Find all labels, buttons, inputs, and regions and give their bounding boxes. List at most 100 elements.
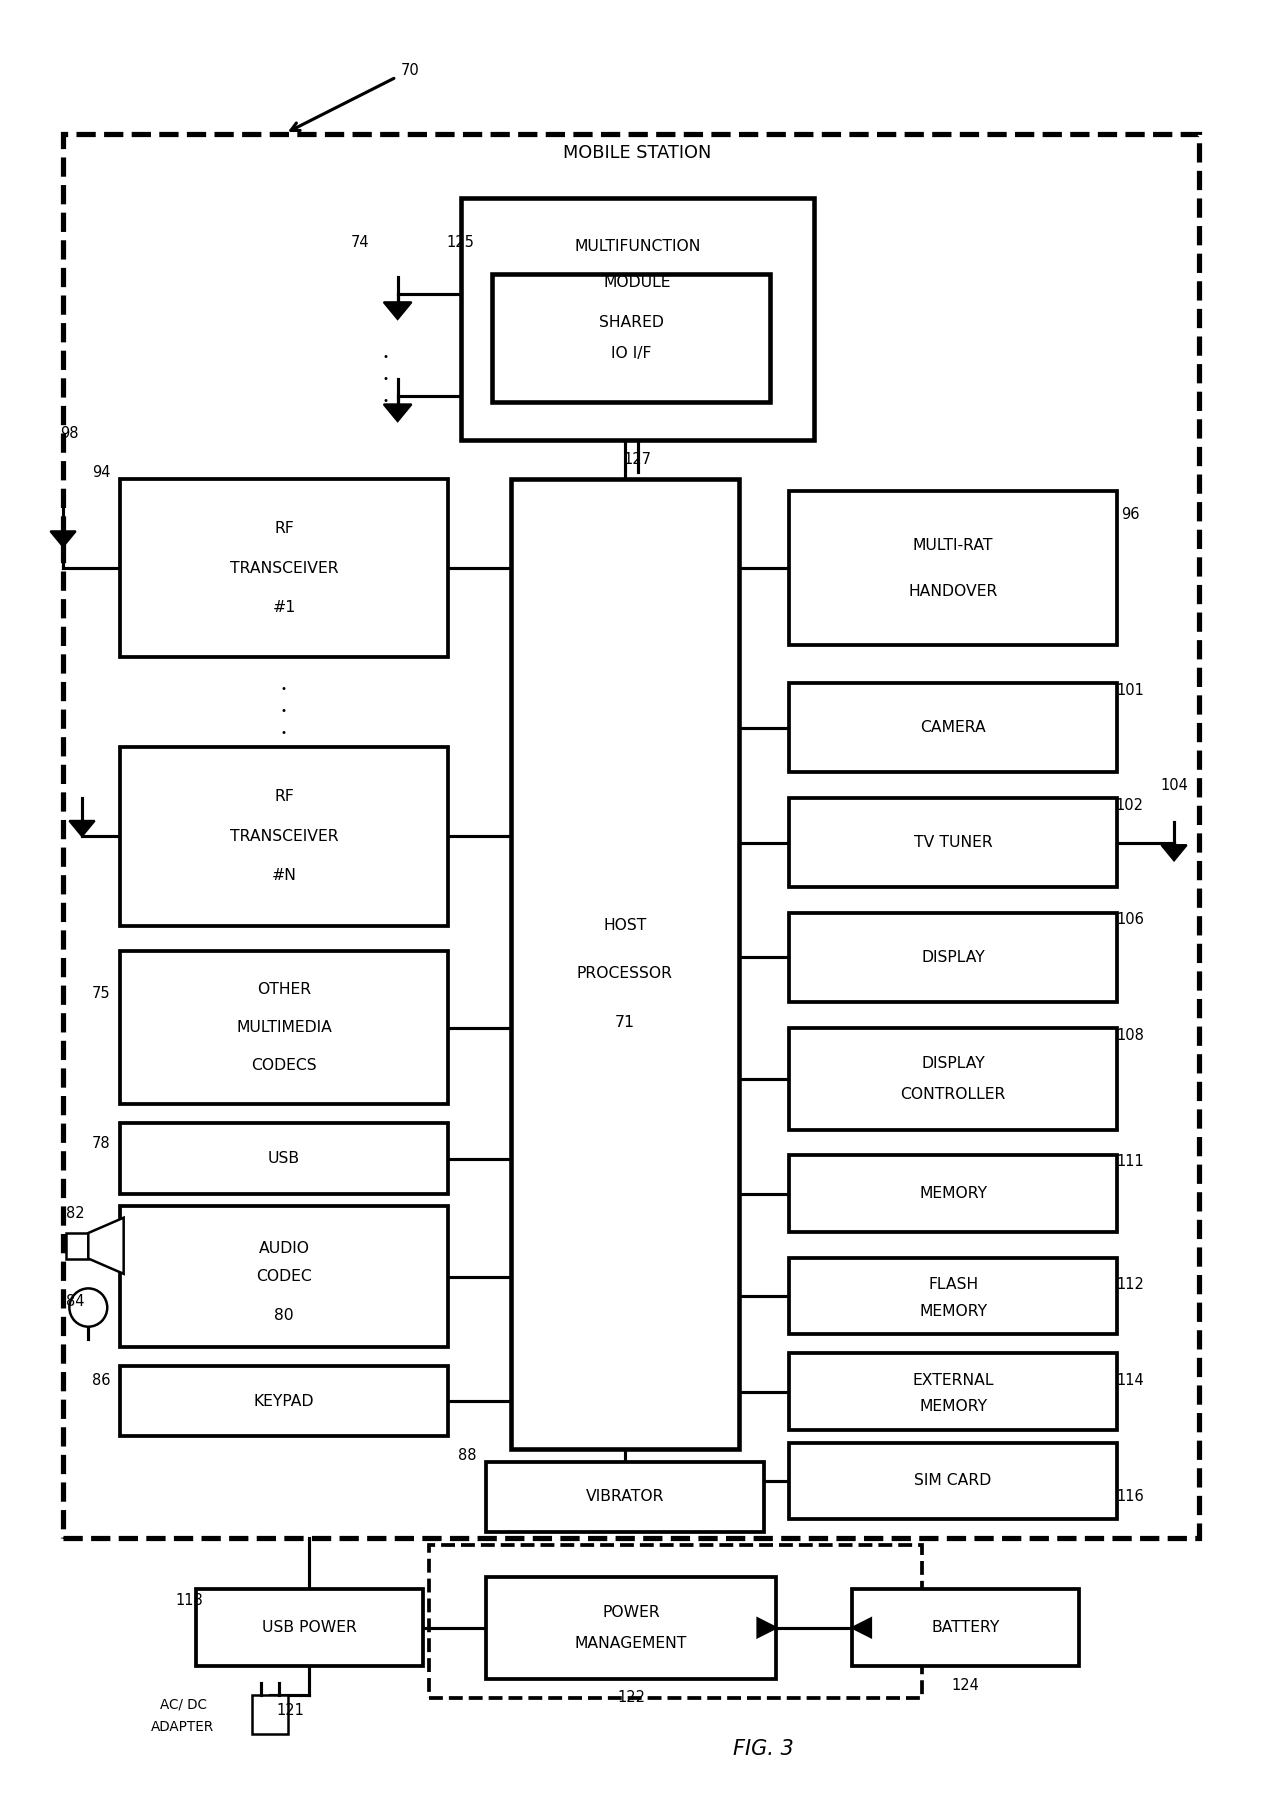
Text: MEMORY: MEMORY (919, 1399, 987, 1415)
Bar (486, 1462, 764, 1532)
Text: MULTIMEDIA: MULTIMEDIA (236, 1021, 332, 1035)
Text: MULTI-RAT: MULTI-RAT (913, 538, 993, 553)
Text: 101: 101 (1116, 682, 1144, 698)
Text: IO I/F: IO I/F (611, 346, 652, 362)
Text: 104: 104 (1160, 778, 1188, 792)
Text: 74: 74 (351, 236, 368, 250)
Text: USB POWER: USB POWER (261, 1620, 357, 1634)
Bar (195, 1589, 423, 1667)
Text: HOST: HOST (603, 918, 646, 932)
Text: AUDIO: AUDIO (259, 1240, 310, 1256)
Text: TV TUNER: TV TUNER (914, 835, 992, 850)
Text: MULTIFUNCTION: MULTIFUNCTION (574, 239, 701, 254)
Text: CODEC: CODEC (256, 1269, 312, 1283)
Text: 118: 118 (176, 1593, 203, 1609)
Text: 111: 111 (1116, 1154, 1144, 1168)
Text: SIM CARD: SIM CARD (914, 1474, 992, 1489)
Text: KEYPAD: KEYPAD (254, 1393, 314, 1409)
Text: MODULE: MODULE (604, 275, 671, 290)
Polygon shape (384, 405, 412, 421)
Text: •: • (280, 706, 287, 716)
Text: 106: 106 (1116, 913, 1144, 927)
Text: 84: 84 (66, 1294, 85, 1309)
Polygon shape (757, 1618, 776, 1638)
Text: DISPLAY: DISPLAY (922, 950, 986, 965)
Text: 102: 102 (1116, 797, 1144, 812)
Text: PROCESSOR: PROCESSOR (576, 967, 673, 981)
Text: MOBILE STATION: MOBILE STATION (564, 144, 711, 162)
Bar (789, 491, 1117, 644)
Text: #N: #N (272, 868, 296, 884)
Text: 96: 96 (1121, 508, 1139, 522)
Text: CODECS: CODECS (251, 1058, 316, 1073)
Polygon shape (1162, 844, 1187, 860)
Polygon shape (88, 1217, 124, 1274)
Text: 82: 82 (66, 1206, 85, 1222)
Bar (120, 950, 448, 1103)
Text: 114: 114 (1116, 1373, 1144, 1388)
Text: 122: 122 (617, 1690, 645, 1705)
Text: MEMORY: MEMORY (919, 1303, 987, 1319)
Bar (252, 1696, 288, 1733)
Text: CAMERA: CAMERA (921, 720, 986, 734)
Text: 80: 80 (274, 1309, 293, 1323)
Text: 98: 98 (60, 427, 79, 441)
Bar (486, 1577, 776, 1679)
Bar (62, 133, 1200, 1539)
Bar (789, 913, 1117, 1003)
Text: •: • (382, 353, 388, 362)
Text: 78: 78 (92, 1136, 110, 1150)
Bar (511, 479, 738, 1449)
Text: #1: #1 (273, 599, 296, 616)
Text: 108: 108 (1116, 1028, 1144, 1044)
Text: 125: 125 (446, 236, 474, 250)
Bar (120, 1123, 448, 1193)
Text: 94: 94 (92, 464, 110, 481)
Text: •: • (280, 727, 287, 738)
Text: 71: 71 (615, 1015, 635, 1030)
Text: •: • (382, 374, 388, 383)
Text: AC/ DC: AC/ DC (159, 1697, 207, 1712)
Text: 124: 124 (952, 1678, 979, 1692)
Bar (460, 198, 815, 441)
Text: BATTERY: BATTERY (932, 1620, 1000, 1634)
Text: 86: 86 (92, 1373, 110, 1388)
Polygon shape (852, 1618, 871, 1638)
Text: 70: 70 (400, 63, 419, 77)
Text: 75: 75 (92, 986, 110, 1001)
Text: 112: 112 (1116, 1276, 1144, 1292)
Text: RF: RF (274, 790, 293, 805)
Text: RF: RF (274, 522, 293, 536)
Bar (120, 747, 448, 925)
Text: •: • (382, 396, 388, 405)
Text: EXTERNAL: EXTERNAL (913, 1373, 994, 1388)
Bar (789, 1258, 1117, 1334)
Polygon shape (51, 531, 75, 547)
Text: 121: 121 (277, 1703, 305, 1719)
Text: OTHER: OTHER (258, 981, 311, 997)
Text: VIBRATOR: VIBRATOR (585, 1489, 664, 1505)
Bar (789, 1442, 1117, 1519)
Text: FIG. 3: FIG. 3 (733, 1739, 794, 1759)
Text: TRANSCEIVER: TRANSCEIVER (230, 560, 338, 576)
Bar (65, 1233, 88, 1258)
Bar (852, 1589, 1080, 1667)
Text: DISPLAY: DISPLAY (922, 1057, 986, 1071)
Bar (120, 1366, 448, 1436)
Bar (789, 1156, 1117, 1231)
Text: FLASH: FLASH (928, 1276, 978, 1292)
Circle shape (69, 1289, 107, 1327)
Bar (120, 1206, 448, 1346)
Bar (430, 1544, 922, 1697)
Text: CONTROLLER: CONTROLLER (900, 1087, 1006, 1102)
Text: 127: 127 (623, 452, 652, 466)
Bar (492, 274, 770, 401)
Text: MEMORY: MEMORY (919, 1186, 987, 1201)
Text: 116: 116 (1116, 1489, 1144, 1503)
Text: USB: USB (268, 1150, 300, 1166)
Text: ADAPTER: ADAPTER (152, 1721, 214, 1735)
Text: 88: 88 (458, 1447, 477, 1463)
Text: MANAGEMENT: MANAGEMENT (575, 1636, 687, 1651)
Text: HANDOVER: HANDOVER (908, 583, 998, 599)
Bar (789, 1354, 1117, 1429)
